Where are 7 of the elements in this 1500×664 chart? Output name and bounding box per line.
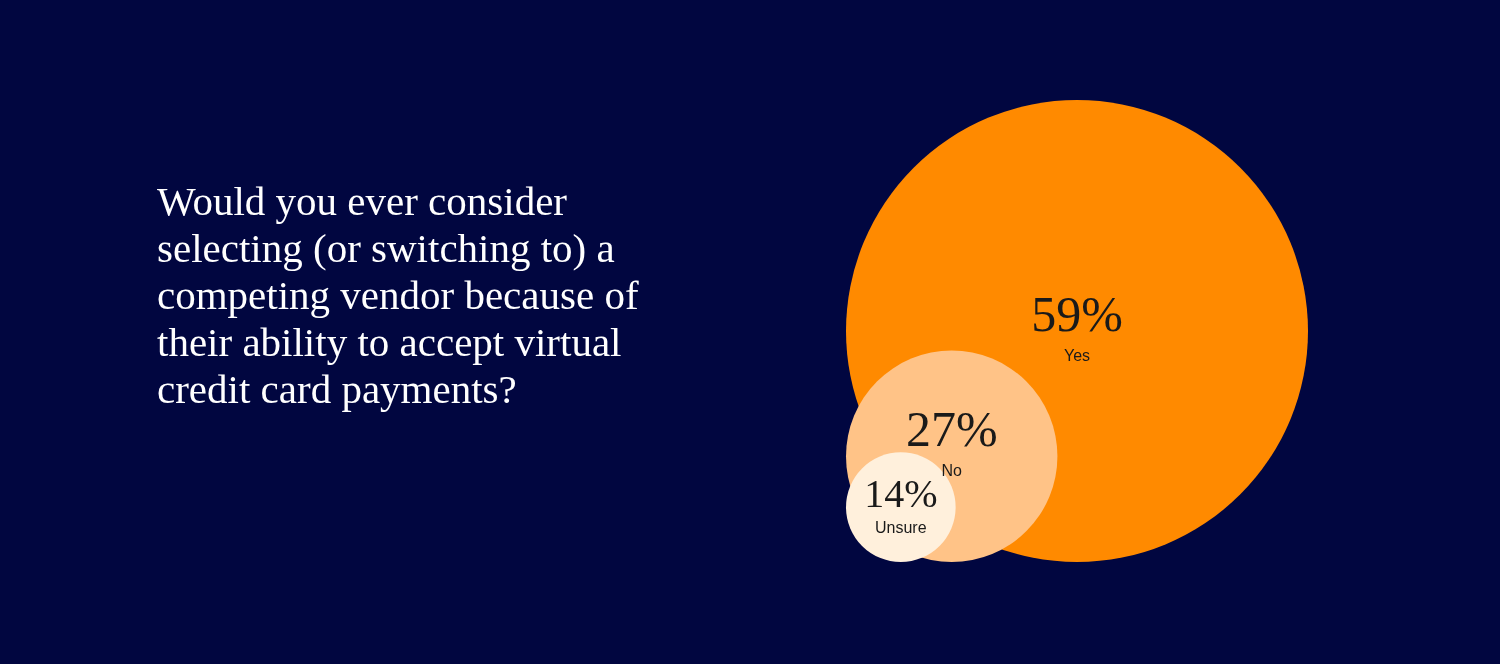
data-label: 14% bbox=[864, 471, 938, 517]
data-label: 59% bbox=[1031, 286, 1123, 342]
category-label: Yes bbox=[1063, 347, 1091, 364]
text: Would you ever consider selecting (or switching to) a competing vendor because of their ability to accept virtual credit card payments? bbox=[157, 178, 640, 413]
data-label: 27% bbox=[905, 401, 998, 458]
category-label: No bbox=[941, 462, 963, 480]
category-label: Unsure bbox=[875, 519, 927, 537]
